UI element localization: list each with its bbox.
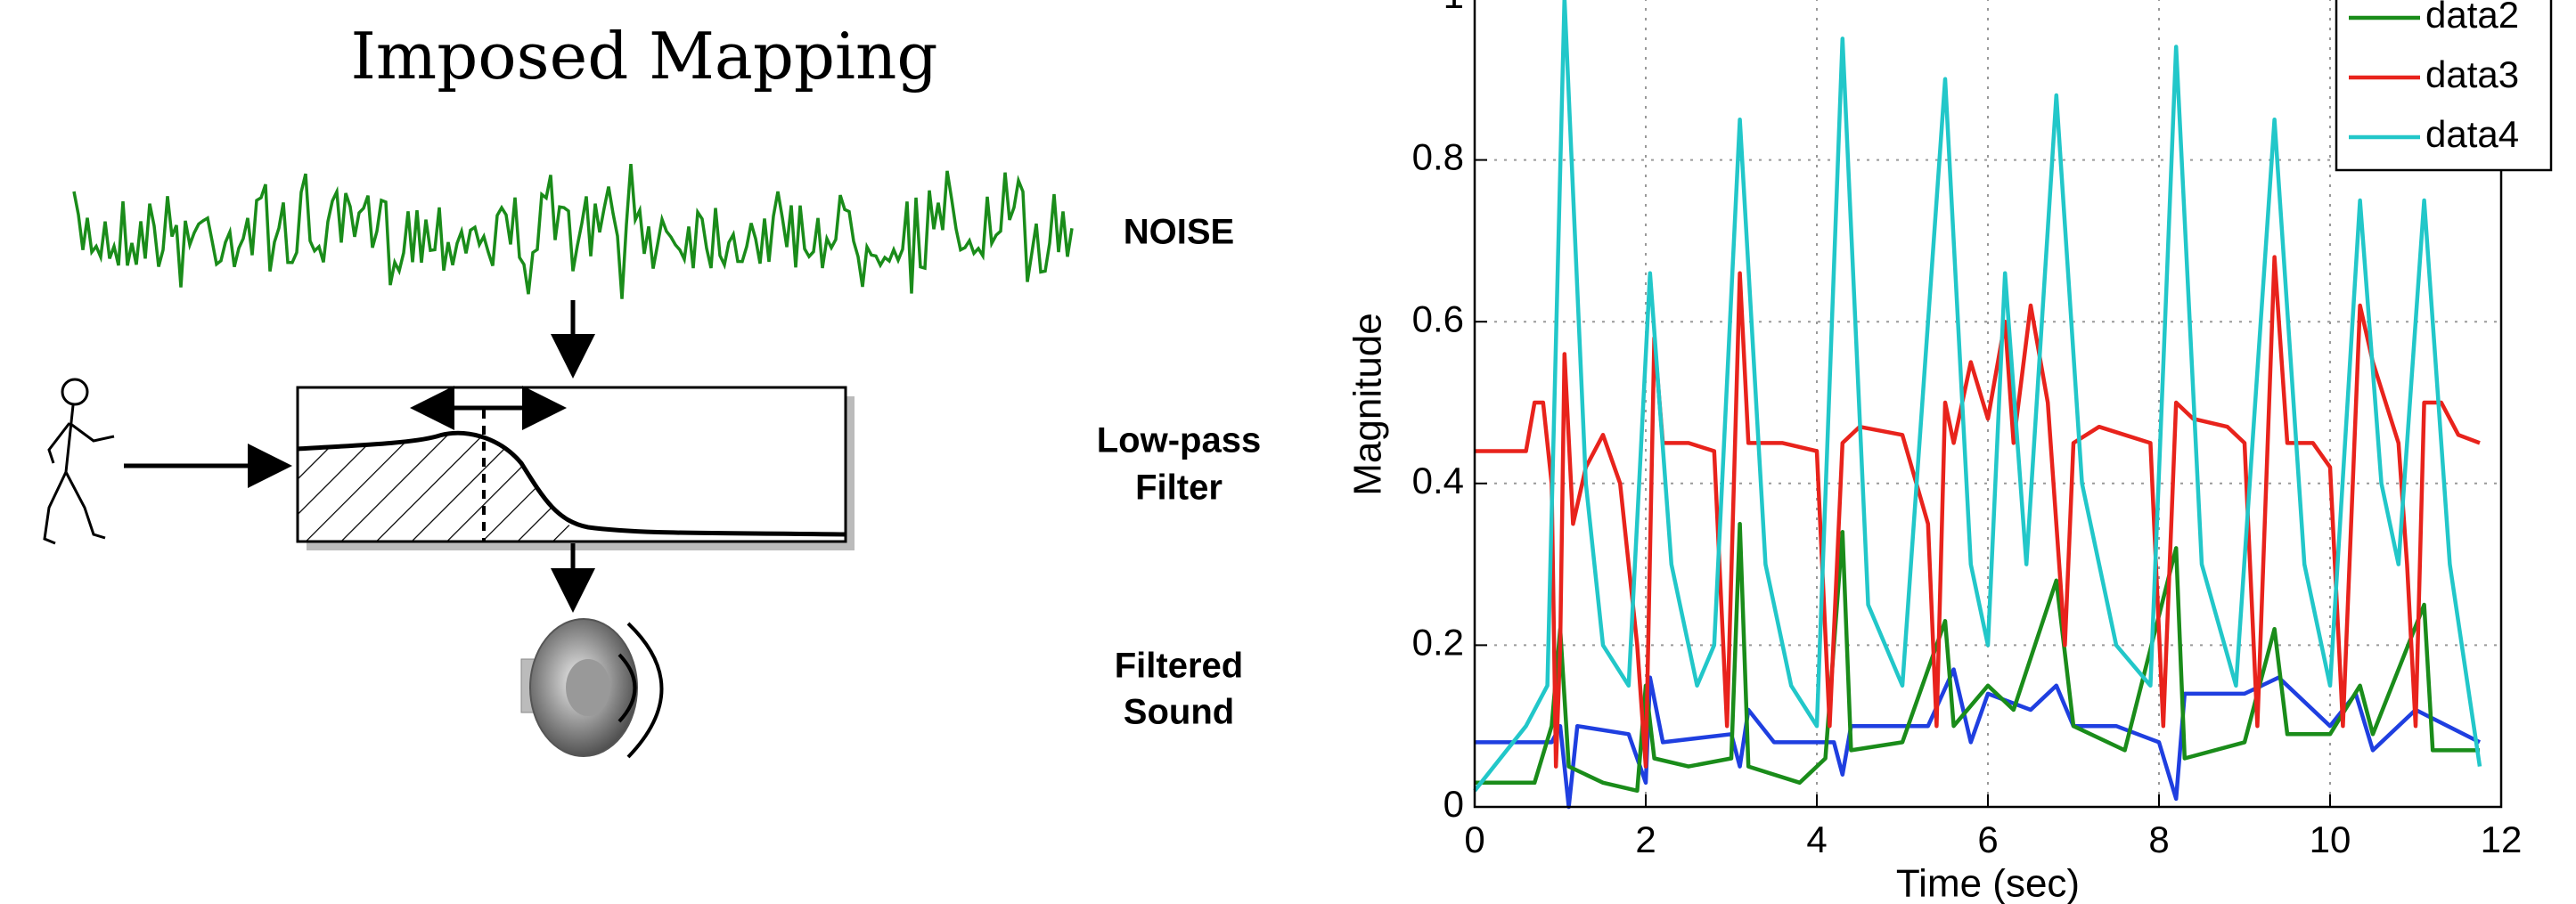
sound-label: Filtered bbox=[1115, 647, 1243, 686]
diagram: Imposed Mapping NOISE Low-pass Filter Fi… bbox=[43, 19, 1261, 759]
x-tick-label: 8 bbox=[2148, 818, 2169, 860]
hatch bbox=[298, 433, 570, 542]
diagram-title: Imposed Mapping bbox=[350, 19, 937, 94]
x-tick-label: 12 bbox=[2481, 818, 2523, 860]
speaker bbox=[520, 618, 664, 759]
data-line bbox=[1473, 0, 2482, 793]
walker bbox=[43, 378, 115, 545]
filter-label: Low-pass bbox=[1097, 421, 1261, 460]
sound-label: Sound bbox=[1124, 693, 1234, 732]
legend-label: data3 bbox=[2425, 53, 2519, 95]
y-tick-label: 0.4 bbox=[1412, 460, 1464, 501]
data-line bbox=[1475, 521, 2480, 794]
chart: 00.20.40.60.81024681012Time (sec)Magnitu… bbox=[1346, 0, 2553, 904]
legend-box bbox=[2335, 0, 2553, 172]
y-axis-label: Magnitude bbox=[1346, 313, 1390, 495]
y-tick-label: 0.6 bbox=[1412, 297, 1464, 339]
x-axis-label: Time (sec) bbox=[1896, 862, 2080, 904]
filter-curve bbox=[297, 430, 846, 537]
y-tick-label: 0.8 bbox=[1412, 136, 1464, 178]
legend-label: data2 bbox=[2425, 0, 2519, 36]
noise-wave bbox=[72, 163, 1074, 299]
x-tick-label: 10 bbox=[2310, 818, 2351, 860]
x-tick-label: 0 bbox=[1464, 818, 1484, 860]
x-tick-label: 2 bbox=[1635, 818, 1656, 860]
filter-label: Filter bbox=[1135, 468, 1223, 508]
x-tick-label: 4 bbox=[1806, 818, 1827, 860]
data-line bbox=[1475, 667, 2482, 810]
y-tick-label: 0 bbox=[1443, 783, 1464, 825]
axes-box bbox=[1473, 0, 2503, 809]
y-tick-label: 0.2 bbox=[1412, 621, 1464, 663]
noise-label: NOISE bbox=[1124, 213, 1234, 252]
x-tick-label: 6 bbox=[1977, 818, 1998, 860]
legend-label: data4 bbox=[2425, 113, 2519, 155]
y-tick-label: 1 bbox=[1443, 0, 1464, 16]
